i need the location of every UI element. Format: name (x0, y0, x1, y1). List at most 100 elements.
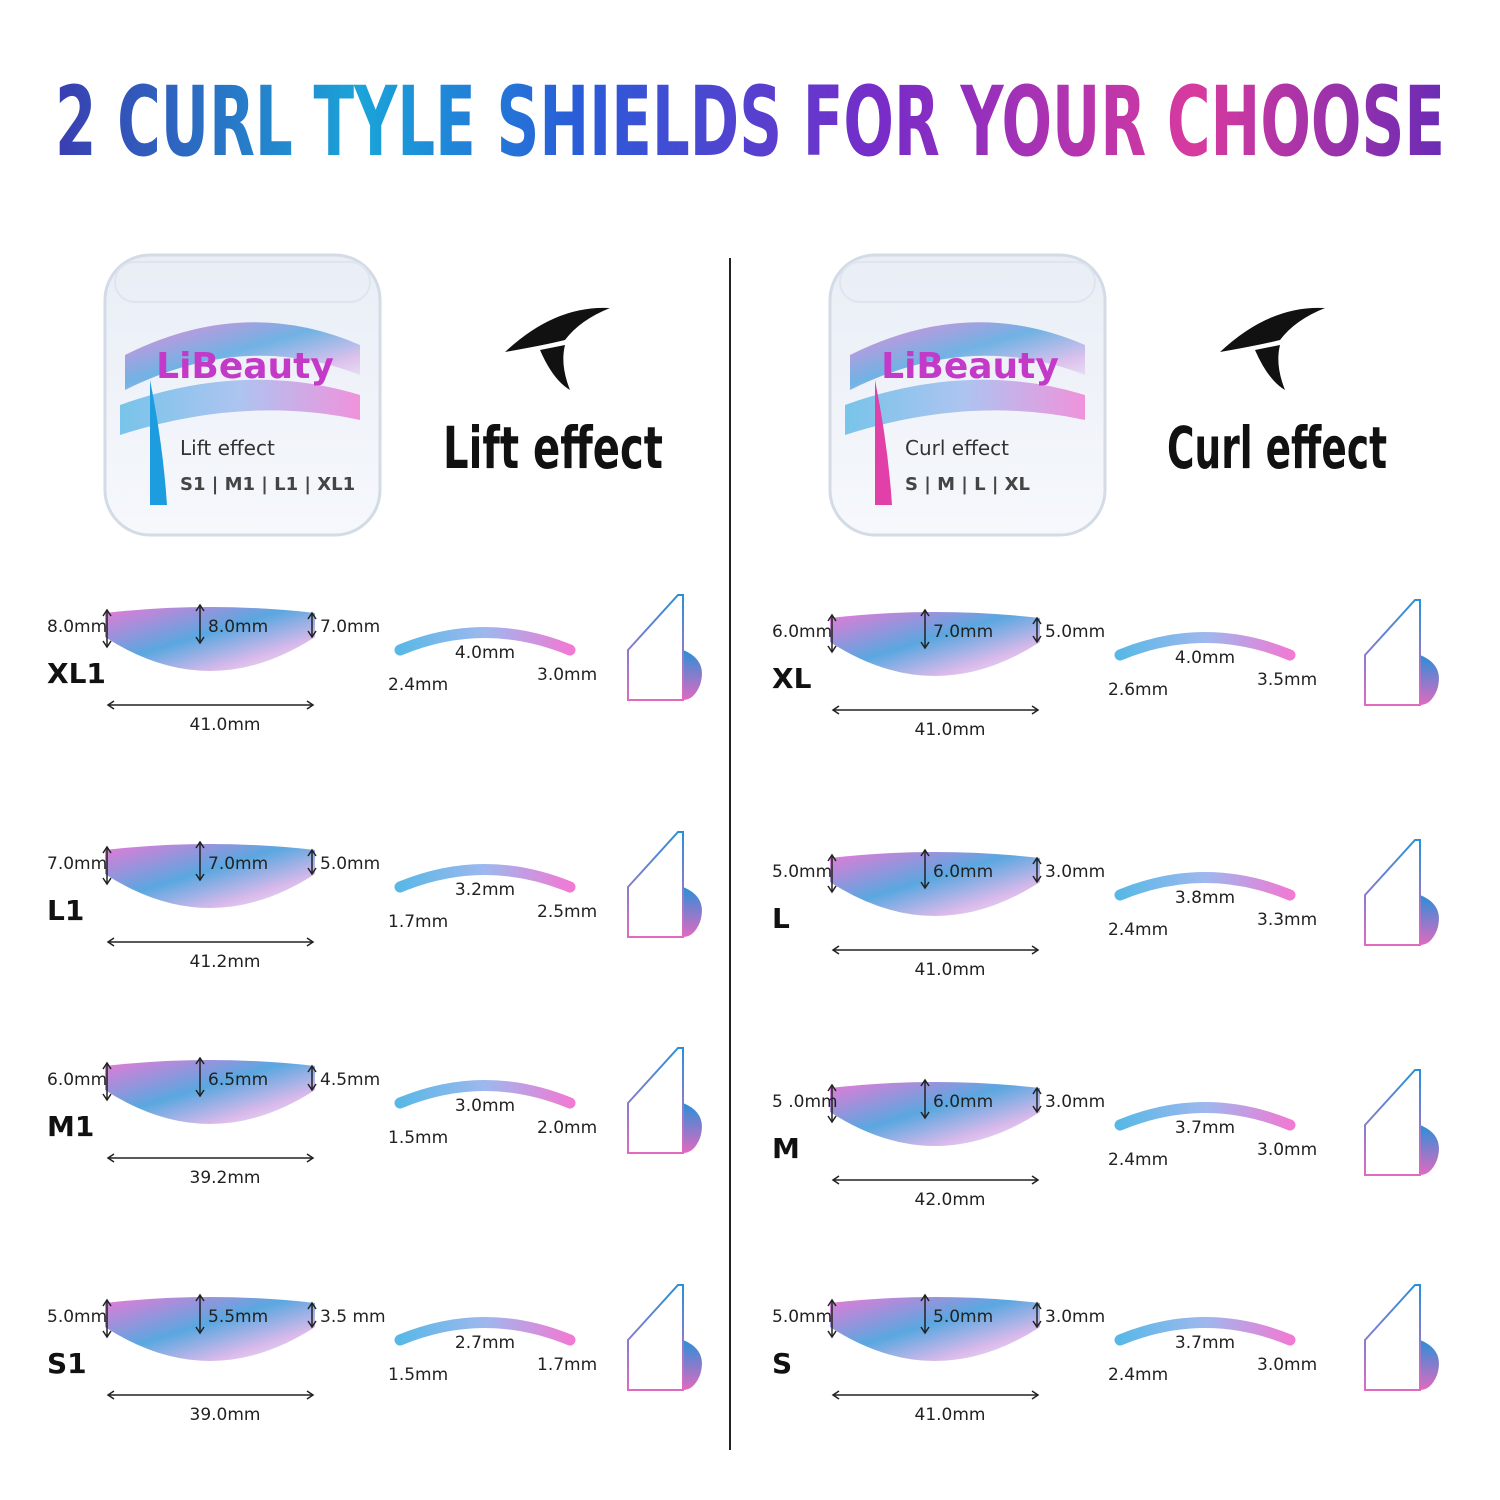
box-sizes: S | M | L | XL (905, 474, 1030, 495)
wedge-lobe (1420, 1340, 1439, 1390)
eye-icon (505, 307, 610, 390)
wedge-lobe (683, 1103, 702, 1153)
height-label: 3.0mm (1045, 862, 1105, 882)
arrow-head (307, 1064, 317, 1092)
shield (830, 852, 1040, 916)
wedge-lobe (1420, 1125, 1439, 1175)
side-label: 3.0mm (455, 1096, 515, 1116)
effect-heading: Curl effect (1167, 414, 1387, 482)
height-label: 6.0mm (933, 862, 993, 882)
arrow-head (195, 1056, 205, 1098)
height-label: 8.0mm (208, 617, 268, 637)
side-profile (394, 1317, 576, 1346)
side-label: 2.6mm (1108, 680, 1168, 700)
height-label: 6.0mm (47, 1070, 107, 1090)
side-label: 3.3mm (1257, 910, 1317, 930)
box-label: Curl effect (905, 436, 1009, 460)
side-label: 3.2mm (455, 880, 515, 900)
width-label: 41.0mm (915, 1405, 986, 1425)
wedge-outline (627, 831, 684, 938)
box-wedge (875, 380, 892, 505)
height-label: 8.0mm (47, 617, 107, 637)
wedge-lobe (683, 650, 702, 700)
side-profile (1114, 1102, 1296, 1131)
height-label: 7.0mm (208, 854, 268, 874)
side-label: 1.7mm (537, 1355, 597, 1375)
width-label: 42.0mm (915, 1190, 986, 1210)
size-label: M (772, 1132, 800, 1165)
side-label: 2.5mm (537, 902, 597, 922)
shield (105, 844, 315, 908)
arrow-head (831, 1175, 1040, 1185)
side-profile (394, 864, 576, 893)
title: 2 CURL TYLE SHIELDS FOR YOUR CHOOSE (55, 66, 1445, 178)
size-label: XL1 (47, 657, 106, 690)
box-label: Lift effect (180, 436, 275, 460)
height-label: 5.0mm (772, 862, 832, 882)
arrow-head (920, 1293, 930, 1335)
side-label: 3.0mm (1257, 1140, 1317, 1160)
arrow-head (102, 608, 112, 649)
width-label: 41.2mm (190, 952, 261, 972)
arrow-head (195, 840, 205, 882)
arrow-head (920, 848, 930, 890)
wedge-outline (1364, 1284, 1421, 1391)
wedge-lobe (683, 1340, 702, 1390)
box-brand: LiBeauty (881, 346, 1059, 387)
arrow-head (920, 608, 930, 650)
side-profile (394, 627, 576, 656)
arrow-head (106, 937, 315, 947)
wedge-lobe (683, 887, 702, 937)
height-label: 5.0mm (47, 1307, 107, 1327)
height-label: 7.0mm (320, 617, 380, 637)
wedge-outline (1364, 599, 1421, 706)
arrow-head (106, 700, 315, 710)
box-shields (845, 379, 1085, 435)
arrow-head (195, 1293, 205, 1335)
side-label: 2.4mm (388, 675, 448, 695)
box-sizes: S1 | M1 | L1 | XL1 (180, 474, 355, 495)
arrow-head (102, 1298, 112, 1339)
height-label: 5.0mm (1045, 622, 1105, 642)
shield (830, 1297, 1040, 1361)
box-lid (839, 261, 1096, 303)
side-profile (1114, 1317, 1296, 1346)
size-label: M1 (47, 1110, 94, 1143)
height-label: 6.5mm (208, 1070, 268, 1090)
side-label: 1.5mm (388, 1128, 448, 1148)
side-label: 3.0mm (537, 665, 597, 685)
side-label: 2.4mm (1108, 1365, 1168, 1385)
arrow-head (307, 611, 317, 639)
size-label: S1 (47, 1347, 87, 1380)
side-label: 4.0mm (455, 643, 515, 663)
width-label: 41.0mm (915, 960, 986, 980)
arrow-head (106, 1153, 315, 1163)
width-label: 41.0mm (915, 720, 986, 740)
shield (105, 1297, 315, 1361)
shield (105, 607, 315, 671)
side-label: 3.0mm (1257, 1355, 1317, 1375)
height-label: 5.0mm (772, 1307, 832, 1327)
side-label: 1.7mm (388, 912, 448, 932)
wedge-outline (627, 594, 684, 701)
width-label: 39.0mm (190, 1405, 261, 1425)
width-label: 39.2mm (190, 1168, 261, 1188)
box-brand: LiBeauty (156, 346, 334, 387)
arrow-head (827, 1298, 837, 1339)
eye-icon (1220, 307, 1325, 390)
arrow-head (1032, 1086, 1042, 1114)
arrow-head (1032, 1301, 1042, 1329)
height-label: 4.5mm (320, 1070, 380, 1090)
arrow-head (102, 845, 112, 886)
side-label: 2.7mm (455, 1333, 515, 1353)
arrow-head (827, 613, 837, 654)
side-label: 1.5mm (388, 1365, 448, 1385)
shield (105, 1060, 315, 1124)
shield (830, 612, 1040, 676)
height-label: 6.0mm (933, 1092, 993, 1112)
arrow-head (827, 1083, 837, 1124)
wedge-outline (1364, 839, 1421, 946)
